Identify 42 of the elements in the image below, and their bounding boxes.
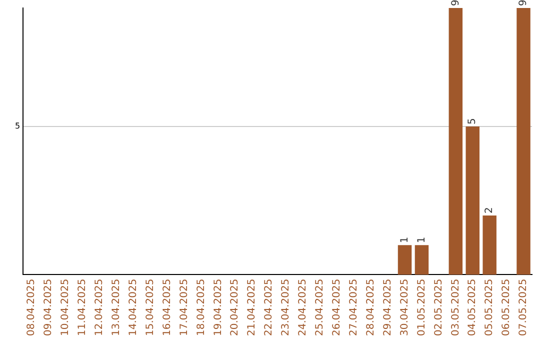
x-tick-label: 17.04.2025 [178, 278, 190, 336]
x-tick-label: 01.05.2025 [416, 278, 428, 336]
data-label: 9 [518, 0, 530, 6]
data-label: 5 [467, 118, 478, 125]
x-tick-label: 15.04.2025 [144, 278, 156, 336]
x-tick-label: 12.04.2025 [94, 278, 106, 336]
x-tick-label: 08.04.2025 [26, 278, 38, 336]
x-tick-label: 10.04.2025 [60, 278, 72, 336]
x-tick-label: 24.04.2025 [298, 278, 309, 336]
x-tick-label: 07.05.2025 [518, 278, 530, 336]
data-label: 9 [450, 0, 462, 6]
data-label: 1 [399, 236, 410, 244]
x-tick-label: 25.04.2025 [314, 278, 326, 336]
x-tick-label: 19.04.2025 [212, 278, 224, 336]
x-tick-label: 30.04.2025 [399, 278, 410, 336]
x-tick-label: 05.05.2025 [484, 278, 496, 336]
bar [398, 245, 412, 275]
x-tick-label: 13.04.2025 [110, 278, 122, 336]
x-tick-label: 22.04.2025 [264, 278, 275, 336]
bar [414, 245, 429, 275]
x-tick-label: 14.04.2025 [128, 278, 139, 336]
x-tick-label: 20.04.2025 [230, 278, 241, 336]
x-tick-label: 23.04.2025 [280, 278, 292, 336]
bar [448, 8, 463, 275]
bar [466, 126, 480, 275]
x-tick-label: 06.05.2025 [501, 278, 512, 336]
x-tick-label: 29.04.2025 [382, 278, 394, 336]
x-tick-label: 16.04.2025 [162, 278, 173, 336]
x-tick-label: 26.04.2025 [332, 278, 343, 336]
x-tick-label: 04.05.2025 [467, 278, 478, 336]
x-tick-label: 27.04.2025 [348, 278, 360, 336]
x-tick-label: 09.04.2025 [43, 278, 54, 336]
x-tick-label: 02.05.2025 [433, 278, 444, 336]
x-tick-label: 28.04.2025 [365, 278, 376, 336]
bar [516, 8, 530, 275]
data-label: 2 [484, 207, 496, 214]
data-label: 1 [416, 236, 428, 244]
x-tick-label: 03.05.2025 [450, 278, 462, 336]
x-tick-label: 18.04.2025 [196, 278, 207, 336]
x-tick-label: 21.04.2025 [246, 278, 258, 336]
x-tick-label: 11.04.2025 [77, 278, 88, 336]
bar [482, 215, 496, 275]
